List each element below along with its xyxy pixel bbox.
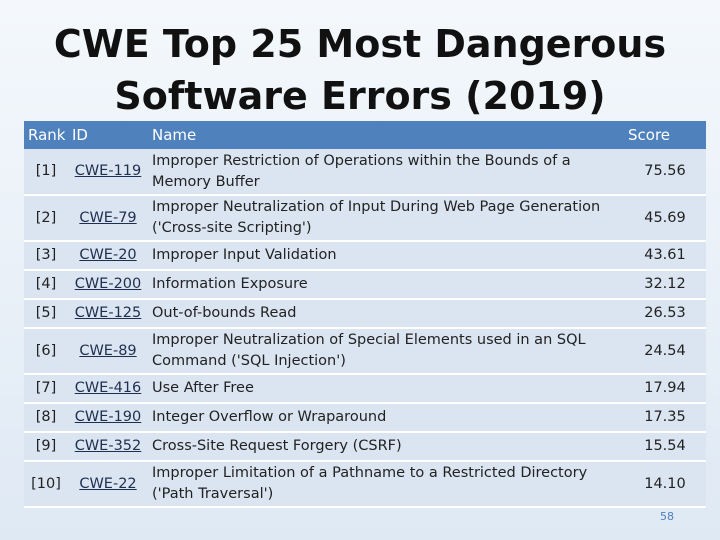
cwe-id-link[interactable]: CWE-416 [74,380,142,396]
rank-cell: [4] [24,270,68,300]
header-rank: Rank [24,121,68,149]
cwe-id-link[interactable]: CWE-200 [74,276,142,292]
cwe-id-cell[interactable]: CWE-190 [68,403,148,433]
score-cell: 45.69 [624,195,706,242]
cwe-id-cell[interactable]: CWE-79 [68,195,148,242]
score-cell: 15.54 [624,432,706,462]
name-cell: Use After Free [148,374,624,404]
rank-cell: [6] [24,328,68,375]
cwe-id-link[interactable]: CWE-22 [79,475,137,492]
cwe-id-link[interactable]: CWE-352 [74,438,142,454]
rank-cell: [8] [24,403,68,433]
table-row: [9] CWE-352 Cross-Site Request Forgery (CS… [24,432,706,462]
rank-cell: [5] [24,299,68,329]
name-cell: Cross-Site Request Forgery (CSRF) [148,432,624,462]
score-cell: 43.61 [624,241,706,271]
rank-cell: [9] [24,432,68,462]
name-cell: Improper Limitation of a Pathname to a R… [148,461,624,508]
slide-title: CWE Top 25 Most Dangerous Software Error… [0,18,720,122]
header-id: ID [68,121,148,149]
cwe-id-cell[interactable]: CWE-200 [68,270,148,300]
score-cell: 17.35 [624,403,706,433]
name-cell: Improper Neutralization of Input During … [148,195,624,242]
table-row: [6] CWE-89 Improper Neutralization of Spec… [24,328,706,375]
score-cell: 24.54 [624,328,706,375]
cwe-id-cell[interactable]: CWE-119 [68,149,148,196]
cwe-id-link[interactable]: CWE-190 [74,409,142,425]
title-line-2: Software Errors (2019) [114,74,606,118]
name-cell: Improper Input Validation [148,241,624,271]
table-row: [3] CWE-20 Improper Input Validation 43.61 [24,241,706,271]
score-cell: 75.56 [624,149,706,196]
cwe-id-link[interactable]: CWE-125 [74,305,142,321]
cwe-table: Rank ID Name Score [1] CWE-119 Improper Re… [24,121,706,508]
header-name: Name [148,121,624,149]
rank-cell: [1] [24,149,68,196]
table-row: [2] CWE-79 Improper Neutralization of Inpu… [24,195,706,242]
rank-cell: [3] [24,241,68,271]
name-cell: Integer Overflow or Wraparound [148,403,624,433]
name-cell: Improper Neutralization of Special Eleme… [148,328,624,375]
table-row: [4] CWE-200 Information Exposure 32.12 [24,270,706,300]
cwe-id-cell[interactable]: CWE-352 [68,432,148,462]
score-cell: 32.12 [624,270,706,300]
page-number: 58 [660,510,674,523]
table-row: [5] CWE-125 Out-of-bounds Read 26.53 [24,299,706,329]
cwe-id-link[interactable]: CWE-20 [79,247,137,263]
table-row: [7] CWE-416 Use After Free 17.94 [24,374,706,404]
cwe-id-cell[interactable]: CWE-20 [68,241,148,271]
cwe-id-cell[interactable]: CWE-22 [68,461,148,508]
rank-cell: [2] [24,195,68,242]
table-row: [10] CWE-22 Improper Limitation of a Pathn… [24,461,706,508]
cwe-id-cell[interactable]: CWE-416 [68,374,148,404]
table-header-row: Rank ID Name Score [24,121,706,149]
table-row: [1] CWE-119 Improper Restriction of Operat… [24,149,706,196]
title-line-1: CWE Top 25 Most Dangerous [53,22,667,66]
cwe-id-cell[interactable]: CWE-89 [68,328,148,375]
header-score: Score [624,121,706,149]
cwe-id-cell[interactable]: CWE-125 [68,299,148,329]
rank-cell: [10] [24,461,68,508]
score-cell: 14.10 [624,461,706,508]
cwe-id-link[interactable]: CWE-119 [74,163,142,179]
rank-cell: [7] [24,374,68,404]
cwe-id-link[interactable]: CWE-89 [79,342,137,359]
table-row: [8] CWE-190 Integer Overflow or Wraparound… [24,403,706,433]
score-cell: 17.94 [624,374,706,404]
name-cell: Improper Restriction of Operations withi… [148,149,624,196]
cwe-id-link[interactable]: CWE-79 [79,209,137,226]
name-cell: Information Exposure [148,270,624,300]
name-cell: Out-of-bounds Read [148,299,624,329]
score-cell: 26.53 [624,299,706,329]
